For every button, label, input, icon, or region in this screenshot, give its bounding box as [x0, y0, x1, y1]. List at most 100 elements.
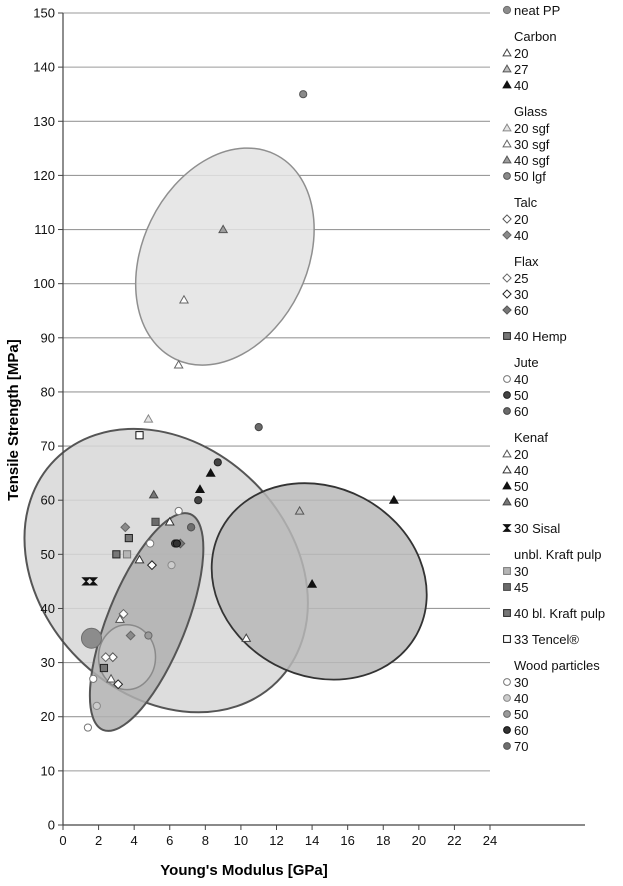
x-tick-label-0: 0: [59, 833, 66, 848]
point-2-0: [294, 505, 305, 515]
point-3-0: [307, 578, 318, 588]
x-tick-label-14: 14: [305, 833, 319, 848]
y-tick-label-100: 100: [33, 276, 55, 291]
legend-group-title-10: Flax: [514, 254, 539, 269]
point-20-0: [148, 489, 159, 499]
legend-group-title-4: Glass: [514, 104, 548, 119]
legend-label-22: 30: [514, 564, 528, 579]
legend-marker-9: [502, 230, 512, 240]
legend-label-30: 70: [514, 739, 528, 754]
legend-marker-1: [502, 48, 512, 57]
legend-label-19: 50: [514, 479, 528, 494]
legend-label-16: 60: [514, 404, 528, 419]
point-8-0: [107, 652, 118, 663]
legend-marker-20: [502, 497, 512, 506]
y-tick-label-50: 50: [41, 547, 55, 562]
legend-marker-12: [502, 305, 512, 315]
legend-marker-3: [502, 80, 512, 89]
legend-marker-0: [502, 5, 512, 15]
region-ellipses: [23, 147, 428, 732]
y-tick-label-90: 90: [41, 330, 55, 345]
point-29-0: [172, 539, 181, 548]
y-tick-label-80: 80: [41, 384, 55, 399]
y-tick-label-120: 120: [33, 168, 55, 183]
point-24-0: [99, 663, 109, 673]
legend-marker-25: [503, 635, 511, 643]
point-14-0: [174, 506, 183, 516]
y-tick-label-40: 40: [41, 601, 55, 616]
point-9-0: [125, 630, 136, 641]
legend-marker-18: [502, 465, 512, 474]
point-26-1: [89, 674, 98, 683]
y-tick-label-10: 10: [41, 763, 55, 778]
y-tick-label-140: 140: [33, 60, 55, 75]
region-ellipse-1: [134, 147, 315, 366]
point-15-1: [194, 496, 203, 505]
point-23-0: [151, 517, 160, 526]
x-tick-label-2: 2: [95, 833, 102, 848]
y-tick-label-0: 0: [48, 818, 55, 833]
legend-group-title-14: Jute: [514, 355, 539, 370]
legend-label-13: 40 Hemp: [514, 329, 567, 344]
x-tick-label-18: 18: [376, 833, 390, 848]
legend-marker-15: [503, 391, 511, 399]
point-19-1: [205, 467, 216, 477]
y-tick-label-30: 30: [41, 655, 55, 670]
legend-marker-8: [502, 214, 512, 224]
y-tick-label-20: 20: [41, 709, 55, 724]
point-30-0: [187, 523, 196, 532]
legend-label-7: 50 lgf: [514, 169, 546, 184]
x-tick-label-10: 10: [234, 833, 248, 848]
legend-group-title-1: Carbon: [514, 29, 557, 44]
legend-marker-14: [503, 375, 511, 383]
legend-label-15: 50: [514, 388, 528, 403]
point-11-0: [146, 560, 157, 571]
point-5-0: [173, 359, 184, 369]
point-22-0: [122, 550, 132, 559]
legend-label-1: 20: [514, 46, 528, 61]
legend-label-14: 40: [514, 372, 528, 387]
point-19-0: [194, 484, 205, 493]
point-25-0: [135, 431, 144, 440]
y-axis-label: Tensile Strength [MPa]: [5, 339, 22, 500]
point-13-0: [112, 550, 121, 559]
legend-marker-6: [502, 155, 512, 164]
region-ellipse-3: [210, 482, 428, 681]
legend-marker-28: [503, 710, 511, 718]
point-6-0: [218, 224, 229, 234]
legend-marker-11: [502, 289, 512, 299]
point-10-1: [100, 652, 111, 663]
legend-marker-7: [503, 172, 511, 180]
legend-label-5: 30 sgf: [514, 137, 550, 152]
region-ellipse-5: [97, 623, 157, 691]
legend-group-title-22: unbl. Kraft pulp: [514, 547, 601, 562]
x-tick-label-8: 8: [202, 833, 209, 848]
point-11-1: [113, 679, 124, 690]
y-tick-label-60: 60: [41, 493, 55, 508]
legend-group-title-17: Kenaf: [514, 430, 548, 445]
x-axis-label: Young's Modulus [GPa]: [160, 862, 327, 879]
point-18-1: [164, 516, 175, 526]
x-tick-label-16: 16: [340, 833, 354, 848]
legend-label-24: 40 bl. Kraft pulp: [514, 606, 605, 621]
x-tick-label-24: 24: [483, 833, 497, 848]
legend-marker-10: [502, 273, 512, 283]
legend-label-8: 20: [514, 212, 528, 227]
legend-label-2: 27: [514, 62, 528, 77]
legend-marker-16: [503, 407, 511, 415]
legend-label-28: 50: [514, 707, 528, 722]
legend-marker-2: [502, 64, 512, 73]
legend-marker-26: [503, 678, 511, 686]
point-18-0: [134, 554, 145, 564]
legend-label-20: 60: [514, 495, 528, 510]
point-26-0: [83, 723, 93, 732]
point-10-0: [118, 608, 129, 619]
data-points: [80, 90, 399, 732]
point-13-1: [124, 533, 133, 543]
x-tick-label-12: 12: [269, 833, 283, 848]
y-tick-label-70: 70: [41, 439, 55, 454]
legend-label-21: 30 Sisal: [514, 521, 560, 536]
point-15-2: [213, 458, 222, 467]
y-tick-label-150: 150: [33, 6, 55, 21]
